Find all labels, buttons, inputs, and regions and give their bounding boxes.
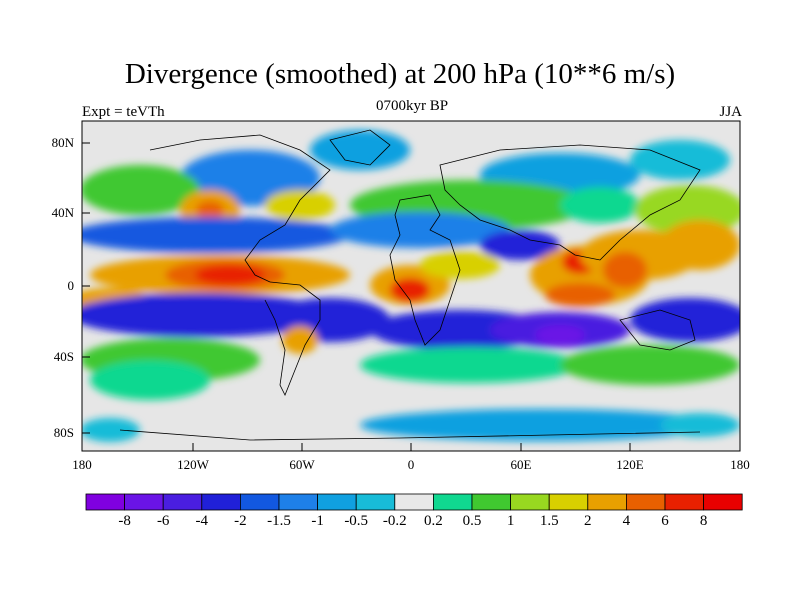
- colorbar-label: 4: [622, 513, 631, 529]
- colorbar-swatch: [626, 493, 666, 511]
- plot-title: Divergence (smoothed) at 200 hPa (10**6 …: [124, 58, 676, 90]
- divergence-field: [82, 121, 740, 451]
- colorbar-label: 1.5: [539, 513, 559, 529]
- colorbar-label: 1: [506, 513, 515, 529]
- colorbar-swatch: [548, 493, 589, 511]
- colorbar-swatch: [278, 493, 318, 511]
- colorbar-label: -4: [195, 513, 209, 529]
- lat-tick-label: 0: [67, 278, 75, 293]
- colorbar-swatch: [201, 493, 241, 511]
- coastlines: [119, 129, 701, 441]
- experiment-label: Expt = teVTh: [82, 104, 165, 120]
- axis-ticks: [82, 142, 631, 451]
- colorbar-label: -2: [234, 513, 247, 529]
- colorbar-label: -8: [118, 513, 131, 529]
- lon-tick-label: 0: [407, 457, 415, 472]
- colorbar-label: -0.5: [344, 513, 369, 529]
- lon-tick-label: 120W: [177, 457, 209, 472]
- colorbar-swatch: [317, 493, 357, 511]
- colorbar-label: 6: [661, 513, 669, 529]
- colorbar: [85, 493, 743, 511]
- lat-tick-label: 80S: [53, 425, 74, 440]
- colorbar-swatch: [85, 493, 125, 511]
- colorbar-label: 2: [584, 513, 592, 529]
- colorbar-swatch: [239, 493, 280, 511]
- lat-tick-label: 40S: [53, 349, 74, 364]
- colorbar-swatch: [355, 493, 396, 511]
- colorbar-swatch: [664, 493, 704, 511]
- colorbar-label: 0.5: [462, 513, 482, 529]
- colorbar-label: -6: [156, 513, 170, 529]
- colorbar-swatch: [587, 493, 627, 511]
- lon-tick-label: 180: [72, 457, 92, 472]
- colorbar-swatch: [124, 493, 164, 511]
- colorbar-label: -1.5: [267, 513, 291, 529]
- colorbar-label: -1: [311, 513, 324, 529]
- colorbar-label: 0.2: [424, 513, 443, 529]
- colorbar-swatch: [432, 493, 473, 511]
- colorbar-swatch: [394, 493, 434, 511]
- lat-tick-label: 80N: [51, 135, 74, 150]
- lon-tick-label: 60E: [510, 457, 532, 472]
- lat-tick-label: 40N: [51, 205, 74, 220]
- lon-tick-label: 120E: [616, 457, 644, 472]
- colorbar-swatch: [510, 493, 550, 511]
- season-label: JJA: [719, 104, 742, 120]
- colorbar-swatch: [471, 493, 511, 511]
- colorbar-swatch: [703, 493, 743, 511]
- colorbar-swatch: [162, 493, 203, 511]
- time-label: 0700kyr BP: [375, 98, 449, 114]
- colorbar-label: 8: [699, 513, 708, 529]
- colorbar-label: -0.2: [382, 513, 407, 529]
- lon-tick-label: 60W: [289, 457, 315, 472]
- lon-tick-label: 180: [730, 457, 750, 472]
